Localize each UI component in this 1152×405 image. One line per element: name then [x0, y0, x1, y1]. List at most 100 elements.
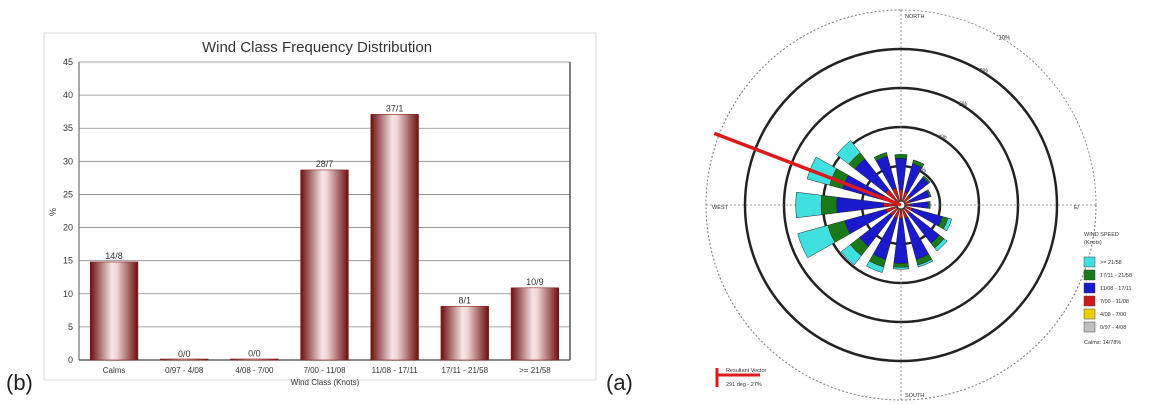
- wind-rose-direction-labels: NORTH SOUTH WEST E/: [712, 14, 1080, 399]
- petal-segment: [893, 218, 909, 264]
- y-tick-label: 10: [63, 289, 73, 299]
- bar-value-label: 10/9: [526, 277, 544, 287]
- bar: [160, 358, 209, 361]
- legend-title: WIND SPEED: [1084, 232, 1119, 238]
- ring-label: 2%: [917, 168, 926, 174]
- legend-item-label: 7/00 - 11/08: [1100, 299, 1129, 305]
- legend-swatch: [1083, 282, 1096, 294]
- y-tick-labels: 0 5 10 15 20 25 30 35 40 45: [63, 57, 73, 365]
- bar-chart-title: Wind Class Frequency Distribution: [202, 39, 432, 56]
- petal-segment: [840, 244, 862, 266]
- direction-label-north: NORTH: [905, 14, 924, 20]
- petal-segment: [894, 154, 908, 159]
- bar-value-label: 8/1: [459, 295, 472, 305]
- legend-calms: Calms: 14/78%: [1084, 340, 1121, 346]
- petal-segment: [912, 159, 925, 169]
- wind-speed-legend: WIND SPEED (Knots) >= 21/58 17/11 - 21/58…: [1083, 232, 1132, 346]
- legend-item-label: 4/08 - 7/00: [1100, 312, 1126, 318]
- legend-item-label: >= 21/58: [1100, 260, 1122, 266]
- petal-segment: [927, 201, 931, 209]
- legend-swatch: [1083, 321, 1096, 333]
- petal-segment: [836, 196, 884, 214]
- y-tick-label: 45: [63, 57, 73, 67]
- resultant-vector: [713, 131, 902, 207]
- panel-label-a: (a): [606, 370, 633, 395]
- y-tick-label: 15: [63, 256, 73, 266]
- x-tick-label: 17/11 - 21/58: [442, 366, 489, 375]
- bar-value-label: 28/7: [316, 159, 334, 169]
- petal-segment: [910, 201, 929, 209]
- bar-value-label: 37/1: [386, 103, 404, 113]
- y-tick-label: 25: [63, 189, 73, 199]
- x-tick-label: Calms: [103, 366, 126, 375]
- x-tick-label: 0/97 - 4/08: [165, 366, 204, 375]
- direction-label-east: E/: [1074, 205, 1080, 211]
- wind-rose-axes: [706, 10, 1096, 400]
- wind-rose-ring-labels: 2% 4% 6% 8% 10%: [917, 36, 1011, 174]
- ring-label: 8%: [979, 69, 988, 75]
- x-tick-label: >= 21/58: [519, 366, 551, 375]
- petal-segment: [820, 194, 838, 216]
- legend-swatch: [1083, 295, 1096, 307]
- petal-segment: [943, 217, 953, 232]
- vector-key-value: 291 deg - 27%: [726, 382, 762, 388]
- y-tick-label: 5: [68, 322, 73, 332]
- bar-value-label: 14/8: [105, 251, 123, 261]
- petal-segment: [895, 157, 907, 190]
- bar: [300, 169, 349, 361]
- petal-segment: [873, 152, 888, 162]
- direction-label-west: WEST: [712, 205, 729, 211]
- bar: [510, 287, 560, 361]
- bar-value-label: 0/0: [248, 348, 261, 358]
- petal-segment: [797, 225, 836, 259]
- resultant-vector-line: [713, 131, 902, 207]
- y-tick-label: 30: [63, 156, 73, 166]
- x-tick-label: 4/08 - 7/00: [235, 366, 274, 375]
- ring-label: 6%: [959, 102, 968, 108]
- ring-label: 4%: [938, 135, 947, 141]
- direction-label-south: SOUTH: [905, 393, 924, 399]
- petal-segment: [893, 262, 909, 268]
- y-tick-label: 40: [63, 90, 73, 100]
- x-axis-label: Wind Class (Knots): [291, 378, 360, 387]
- petal-segment: [922, 175, 931, 184]
- x-tick-labels: Calms 0/97 - 4/08 4/08 - 7/00 7/00 - 11/08 1…: [103, 366, 552, 375]
- legend-item-label: 0/97 - 4/08: [1100, 325, 1126, 331]
- ring: [743, 47, 1059, 363]
- petal-segment: [866, 260, 885, 273]
- legend-items: >= 21/58 17/11 - 21/58 11/08 - 17/11 7/00 -…: [1083, 256, 1132, 333]
- petal-segment: [926, 189, 932, 198]
- bar: [89, 261, 139, 361]
- panel-label-b: (b): [6, 370, 33, 395]
- petal-segment: [917, 258, 934, 268]
- bar: [370, 114, 419, 361]
- bar: [230, 358, 279, 361]
- legend-subtitle: (Knots): [1084, 240, 1102, 246]
- legend-item-label: 11/08 - 17/11: [1100, 286, 1132, 292]
- y-tick-label: 35: [63, 123, 73, 133]
- petal-segment: [795, 191, 822, 219]
- bar: [440, 306, 489, 361]
- y-axis-label: %: [48, 208, 58, 216]
- y-tick-label: 0: [68, 355, 73, 365]
- legend-swatch: [1083, 269, 1096, 281]
- legend-swatch: [1083, 308, 1096, 320]
- x-tick-label: 11/08 - 17/11: [372, 366, 419, 375]
- bar-series: [89, 114, 560, 361]
- y-tick-label: 20: [63, 223, 73, 233]
- outer-ring-ne: [900, 9, 1097, 206]
- outer-ring: [705, 9, 1097, 401]
- bar-value-labels: 14/8 0/0 0/0 28/7 37/1 8/1 10/9: [105, 103, 543, 359]
- petal-segment: [836, 140, 861, 165]
- bar-chart: Wind Class Frequency Distribution % Wind…: [43, 32, 597, 387]
- bar-value-label: 0/0: [178, 349, 191, 359]
- ring-label: 10%: [998, 36, 1011, 42]
- wind-rose-petals: [795, 140, 953, 273]
- petal-segment: [892, 266, 910, 270]
- vector-key-label: Resultant Vector: [726, 368, 767, 374]
- x-tick-label: 7/00 - 11/08: [303, 366, 346, 375]
- resultant-vector-key: Resultant Vector 291 deg - 27%: [715, 368, 767, 388]
- petal-segment: [934, 238, 948, 252]
- legend-item-label: 17/11 - 21/58: [1100, 273, 1132, 279]
